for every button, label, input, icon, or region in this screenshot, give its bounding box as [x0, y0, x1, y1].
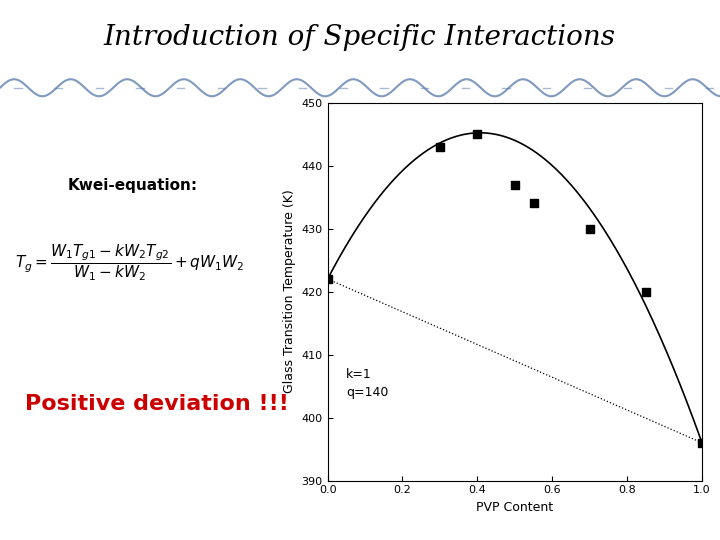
- Point: [528, 199, 539, 208]
- X-axis label: PVP Content: PVP Content: [476, 501, 554, 514]
- Text: $T_g = \dfrac{W_1 T_{g1} - kW_2 T_{g2}}{W_1 - kW_2} + qW_1 W_2$: $T_g = \dfrac{W_1 T_{g1} - kW_2 T_{g2}}{…: [16, 243, 245, 284]
- Text: Introduction of Specific Interactions: Introduction of Specific Interactions: [104, 24, 616, 51]
- Point: [696, 438, 708, 447]
- Point: [472, 130, 483, 138]
- Point: [434, 143, 446, 151]
- Point: [640, 287, 652, 296]
- Y-axis label: Glass Transition Temperature (K): Glass Transition Temperature (K): [283, 190, 296, 394]
- Text: k=1
q=140: k=1 q=140: [346, 368, 389, 399]
- Point: [322, 275, 333, 284]
- Point: [584, 224, 595, 233]
- Text: Positive deviation !!!: Positive deviation !!!: [24, 394, 289, 414]
- Text: Kwei-equation:: Kwei-equation:: [68, 178, 198, 193]
- Point: [509, 180, 521, 189]
